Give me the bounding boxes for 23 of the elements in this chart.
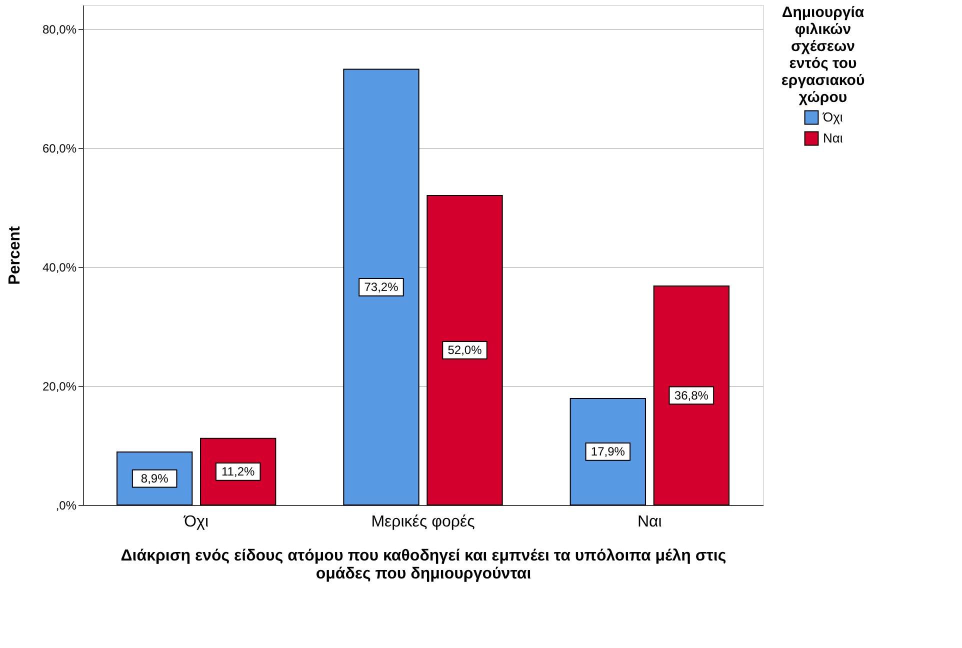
data-label: 17,9% [590,444,626,459]
data-label: 52,0% [448,343,482,358]
y-tick-label: 20,0% [42,379,77,394]
data-label: 73,2% [364,280,399,294]
y-tick-label: 60,0% [42,141,77,156]
x-tick-label: Μερικές φορές [371,514,476,530]
legend-title: Δημιουργία φιλικών σχέσεων εντός του εργασιακού χώρου [781,4,865,106]
x-tick-label: Όχι [183,514,209,530]
legend-label: Όχι [822,110,843,124]
legend-label: Ναι [823,130,843,146]
bar [343,68,420,506]
data-label: 36,8% [674,388,709,402]
x-tick-label: Ναι [637,514,662,530]
bar [426,194,503,506]
y-axis-title: Percent [6,225,24,285]
bar [653,285,730,506]
y-tick-label: 80,0% [42,22,77,36]
data-label: 11,2% [222,464,255,479]
bar [570,398,646,506]
y-tick-label: ,0% [56,498,77,512]
data-label: 8,9% [140,472,169,486]
y-tick-label: 40,0% [42,260,77,274]
x-axis-title: Διάκριση ενός είδους ατόμου που καθοδηγεί και εμπνέει τα υπόλοιπα μέλη στις ομάδες που δημιουργούνται [120,548,726,582]
